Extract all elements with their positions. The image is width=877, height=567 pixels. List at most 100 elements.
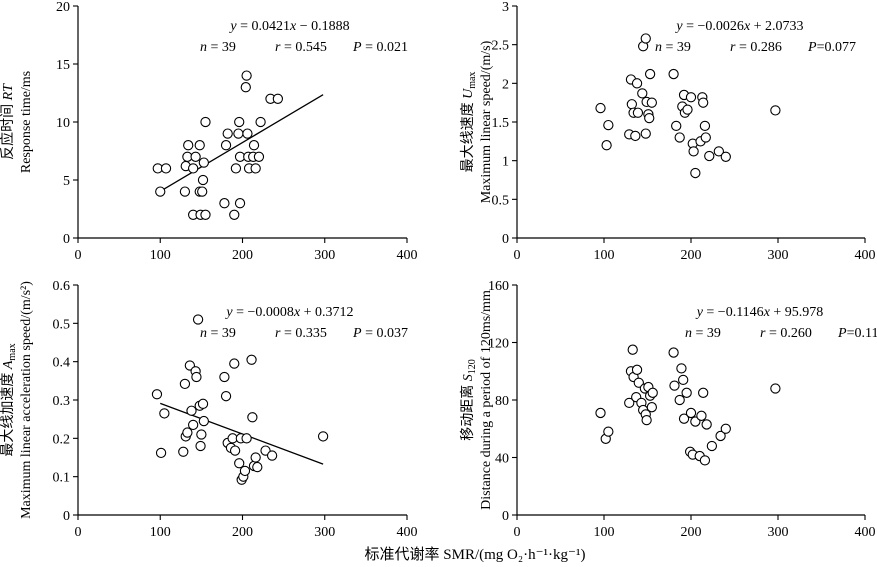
data-point bbox=[646, 402, 657, 413]
data-point bbox=[183, 140, 194, 151]
stat-n: n = 39 bbox=[200, 326, 236, 341]
umax-y-label-cn: 最大线速度 Umax bbox=[460, 72, 478, 173]
y-tick-label: 5 bbox=[63, 174, 70, 189]
data-point bbox=[241, 433, 252, 444]
data-point bbox=[595, 102, 606, 114]
data-point bbox=[179, 186, 191, 197]
data-point bbox=[698, 387, 709, 398]
y-tick-label: 160 bbox=[488, 279, 509, 294]
data-point bbox=[220, 391, 232, 402]
data-point bbox=[630, 130, 641, 142]
data-point bbox=[234, 458, 245, 469]
y-tick-label: 1 bbox=[502, 155, 509, 170]
data-point bbox=[194, 140, 205, 151]
x-tick-label: 100 bbox=[594, 525, 615, 540]
stat-n: n = 39 bbox=[685, 326, 721, 341]
stat-p: P = 0.021 bbox=[352, 40, 408, 55]
data-point bbox=[671, 120, 682, 132]
data-point bbox=[317, 431, 329, 442]
data-point bbox=[676, 363, 687, 374]
data-point bbox=[197, 174, 209, 186]
data-point bbox=[678, 374, 689, 386]
x-tick-label: 200 bbox=[681, 248, 702, 263]
data-point bbox=[246, 354, 257, 365]
data-point bbox=[669, 380, 680, 391]
data-point bbox=[222, 128, 233, 139]
data-point bbox=[240, 82, 251, 93]
x-tick-label: 100 bbox=[150, 248, 171, 263]
x-tick-label: 200 bbox=[232, 525, 253, 540]
data-point bbox=[720, 423, 731, 434]
data-point bbox=[250, 452, 261, 463]
data-point bbox=[688, 146, 699, 157]
x-tick-label: 400 bbox=[855, 525, 876, 540]
stat-r: r = 0.335 bbox=[275, 326, 327, 341]
x-tick-label: 300 bbox=[314, 525, 335, 540]
y-tick-label: 2 bbox=[502, 77, 509, 92]
stat-p: P = 0.037 bbox=[352, 326, 408, 341]
data-point bbox=[159, 408, 170, 419]
y-tick-label: 0.5 bbox=[492, 193, 510, 208]
data-point bbox=[155, 447, 167, 459]
x-tick-label: 0 bbox=[514, 525, 521, 540]
data-point bbox=[253, 151, 265, 162]
data-point bbox=[234, 116, 245, 128]
data-point bbox=[674, 132, 685, 143]
y-tick-label: 0.2 bbox=[53, 432, 71, 447]
data-point bbox=[699, 455, 711, 466]
data-point bbox=[685, 407, 697, 419]
data-point bbox=[595, 407, 606, 419]
y-tick-label: 2.5 bbox=[492, 39, 510, 54]
data-point bbox=[229, 358, 240, 369]
regression-equation: y = 0.0421x − 0.1888 bbox=[228, 19, 349, 34]
data-point bbox=[624, 397, 635, 409]
x-tick-label: 400 bbox=[397, 248, 418, 263]
stat-r: r = 0.286 bbox=[730, 40, 782, 55]
stat-r: r = 0.545 bbox=[275, 40, 327, 55]
data-point bbox=[627, 344, 638, 355]
amax-y-label-en: Maximum linear acceleration speed/(m/s²) bbox=[19, 281, 34, 519]
regression-equation: y = −0.0026x + 2.0733 bbox=[674, 19, 803, 34]
data-point bbox=[248, 140, 260, 151]
data-point bbox=[632, 107, 644, 118]
y-tick-label: 20 bbox=[56, 0, 70, 15]
x-tick-label: 200 bbox=[232, 248, 253, 263]
data-point bbox=[191, 371, 202, 383]
data-point bbox=[247, 412, 258, 423]
data-point bbox=[266, 450, 278, 461]
data-point bbox=[187, 419, 199, 431]
data-point bbox=[187, 163, 199, 174]
data-point bbox=[220, 140, 232, 151]
shared-x-axis-label: 标准代谢率 SMR/(mg O₂·h⁻¹·kg⁻¹) bbox=[365, 546, 586, 563]
y-tick-label: 0 bbox=[63, 232, 70, 247]
x-tick-label: 400 bbox=[397, 525, 418, 540]
stat-n: n = 39 bbox=[655, 40, 691, 55]
data-point bbox=[229, 209, 240, 220]
data-point bbox=[242, 128, 253, 139]
data-point bbox=[200, 209, 211, 220]
rt-y-axis-label: 反应时间 RT Response time/ms bbox=[0, 71, 34, 173]
x-tick-label: 100 bbox=[150, 525, 171, 540]
data-point bbox=[715, 430, 726, 442]
data-point bbox=[681, 387, 692, 398]
data-point bbox=[197, 398, 209, 409]
data-point bbox=[190, 151, 201, 162]
data-point bbox=[197, 186, 208, 197]
data-point bbox=[219, 371, 230, 383]
data-point bbox=[195, 440, 206, 452]
umax-y-axis-label: 最大线速度 Umax Maximum linear speed/(m/s) bbox=[460, 40, 494, 203]
y-tick-label: 1.5 bbox=[492, 116, 510, 131]
data-point bbox=[674, 394, 685, 406]
y-tick-label: 0.5 bbox=[53, 317, 71, 332]
data-point bbox=[603, 119, 614, 131]
data-point bbox=[603, 426, 614, 437]
data-point bbox=[646, 97, 657, 108]
data-point bbox=[626, 99, 637, 110]
y-tick-label: 15 bbox=[56, 58, 70, 73]
data-point bbox=[252, 461, 263, 473]
data-point bbox=[272, 93, 284, 104]
amax-y-axis-label: 最大线加速度 Amax Maximum linear acceleration s… bbox=[0, 281, 34, 519]
y-tick-label: 120 bbox=[488, 337, 509, 352]
